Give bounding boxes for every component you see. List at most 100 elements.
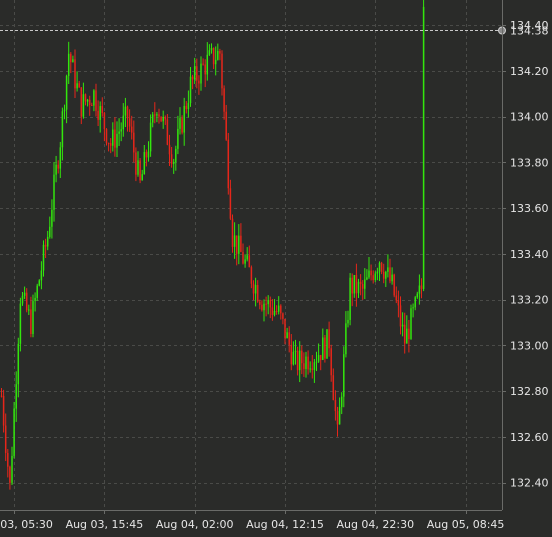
candle (286, 327, 288, 339)
candle (49, 216, 51, 239)
candle-body (202, 63, 204, 65)
candle (112, 122, 114, 152)
candle-body (19, 303, 22, 344)
candle-body (93, 90, 95, 106)
candle (355, 263, 358, 307)
candle-body (76, 83, 78, 89)
candle (177, 115, 179, 155)
candle (343, 346, 345, 408)
x-tick-label: Aug 03, 05:30 (0, 518, 53, 531)
y-tick-label: 134.40 (510, 19, 549, 32)
candle-body (46, 236, 49, 247)
candle-body (0, 395, 3, 397)
y-tick-label: 132.80 (510, 385, 549, 398)
candle-body (378, 262, 381, 272)
candle (78, 80, 80, 88)
candle-body (28, 309, 30, 311)
candle-body (120, 129, 122, 132)
candle (366, 269, 368, 281)
candle (324, 334, 326, 363)
candle (99, 101, 101, 133)
candle-body (25, 292, 28, 311)
candle-body (128, 118, 131, 127)
candle (67, 41, 70, 85)
candle (317, 343, 320, 363)
candle (330, 344, 332, 382)
candle (410, 304, 412, 340)
candle (389, 258, 391, 284)
candle-body (277, 305, 280, 312)
candle (7, 449, 9, 478)
candle-body (214, 59, 217, 65)
candle-body (370, 270, 372, 276)
candle-body (84, 94, 87, 102)
candle (271, 298, 274, 321)
candle (166, 114, 169, 146)
candle (55, 155, 57, 183)
candle-body (154, 114, 156, 116)
candle-body (309, 368, 311, 370)
candle-body (2, 395, 5, 426)
candle-body (353, 275, 356, 294)
candle-body (88, 99, 91, 105)
candle (311, 355, 314, 379)
candle (376, 267, 379, 281)
candle-body (177, 128, 179, 149)
candle-body (246, 255, 248, 260)
candle (259, 299, 261, 310)
candle (406, 315, 408, 344)
candle (154, 102, 156, 124)
candle-body (250, 267, 253, 284)
candle-body (65, 75, 68, 110)
candle (122, 103, 125, 137)
candle-body (183, 105, 185, 133)
y-tick-label: 133.80 (510, 156, 549, 169)
candle-body (244, 259, 246, 264)
candle-body (380, 262, 383, 272)
candle (301, 345, 303, 375)
candle (221, 50, 223, 96)
candle-body (271, 307, 274, 315)
candle-body (143, 152, 146, 175)
candle (9, 465, 11, 490)
candle-body (156, 114, 158, 116)
candle-body (301, 350, 303, 364)
x-tick-label: Aug 03, 15:45 (66, 518, 144, 531)
candle (109, 137, 112, 154)
candle (97, 100, 99, 127)
candle (65, 74, 68, 124)
candle (298, 341, 301, 383)
candle (235, 235, 238, 266)
candle-body (256, 284, 259, 302)
candle (208, 44, 211, 56)
candle (408, 319, 410, 353)
candle (252, 280, 255, 301)
candle-body (32, 301, 34, 335)
candle-body (225, 111, 227, 140)
candle-body (328, 329, 330, 349)
candle-body (254, 284, 257, 294)
candle (242, 243, 244, 265)
candle (414, 295, 416, 311)
candle (313, 359, 316, 383)
candle (181, 115, 183, 135)
candle-body (403, 324, 406, 344)
candle (84, 93, 87, 106)
y-tick-label: 134.00 (510, 111, 549, 124)
candle-body (164, 116, 167, 120)
candle (36, 283, 38, 301)
candle-body (395, 295, 398, 301)
candle-body (324, 337, 326, 359)
candle (332, 368, 335, 401)
candle (101, 97, 104, 117)
candle (28, 304, 30, 316)
candle (416, 291, 419, 299)
candle (191, 74, 194, 90)
candle (118, 118, 120, 146)
candle (290, 334, 293, 371)
candle (40, 261, 43, 290)
candle-body (130, 126, 133, 133)
candle-body (422, 6, 425, 289)
candle (185, 101, 188, 114)
candle-body (368, 270, 370, 278)
